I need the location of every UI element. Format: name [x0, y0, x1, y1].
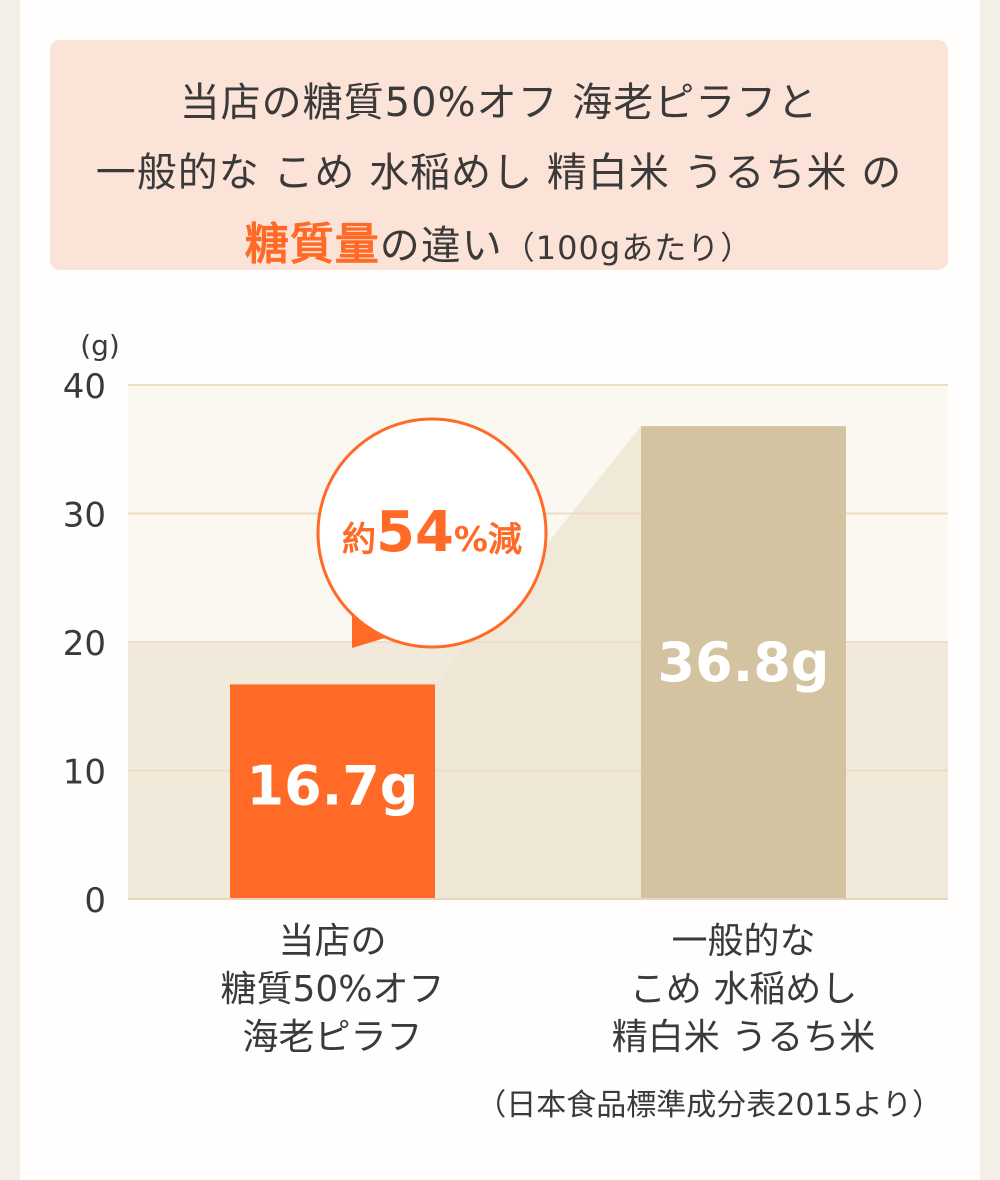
- title-emphasis: 糖質量: [244, 219, 380, 270]
- y-tick-label-2: 20: [63, 624, 106, 664]
- frame-right: [980, 0, 1000, 1180]
- callout-circle: [316, 417, 548, 649]
- bar-1: [641, 426, 846, 899]
- title-unit: （100gあたり）: [502, 229, 754, 267]
- source-note: （日本食品標準成分表2015より）: [476, 1088, 942, 1123]
- y-tick-label-1: 10: [63, 753, 106, 793]
- category-label-1: 一般的な こめ 水稲めし 精白米 うるち米: [611, 921, 876, 1058]
- title-rest: の違い: [379, 223, 503, 269]
- y-tick-label-0: 0: [84, 881, 106, 920]
- y-tick-label-3: 30: [63, 496, 106, 536]
- value-label-0: 16.7g: [247, 754, 419, 817]
- bar-0: [230, 684, 435, 899]
- title-line-3: 糖質量の違い（100gあたり）: [50, 208, 948, 272]
- title-line-1: 当店の糖質50%オフ 海老ピラフと: [179, 80, 819, 126]
- frame-left: [0, 0, 20, 1180]
- comparison-ribbon: [435, 426, 641, 899]
- y-unit-label: (g): [80, 329, 120, 362]
- y-tick-label-4: 40: [63, 367, 106, 407]
- value-label-1: 36.8g: [658, 631, 830, 694]
- bar-chart: 0 10 20 30 40 (g) 16.7g 36.8g 約54%減: [63, 329, 948, 920]
- callout-text: 約54%減: [342, 500, 522, 565]
- title-line-2: 一般的な こめ 水稲めし 精白米 うるち米 の: [95, 150, 903, 196]
- title-box: 当店の糖質50%オフ 海老ピラフと 一般的な こめ 水稲めし 精白米 うるち米 …: [50, 40, 948, 270]
- category-label-0: 当店の 糖質50%オフ 海老ピラフ: [220, 921, 445, 1058]
